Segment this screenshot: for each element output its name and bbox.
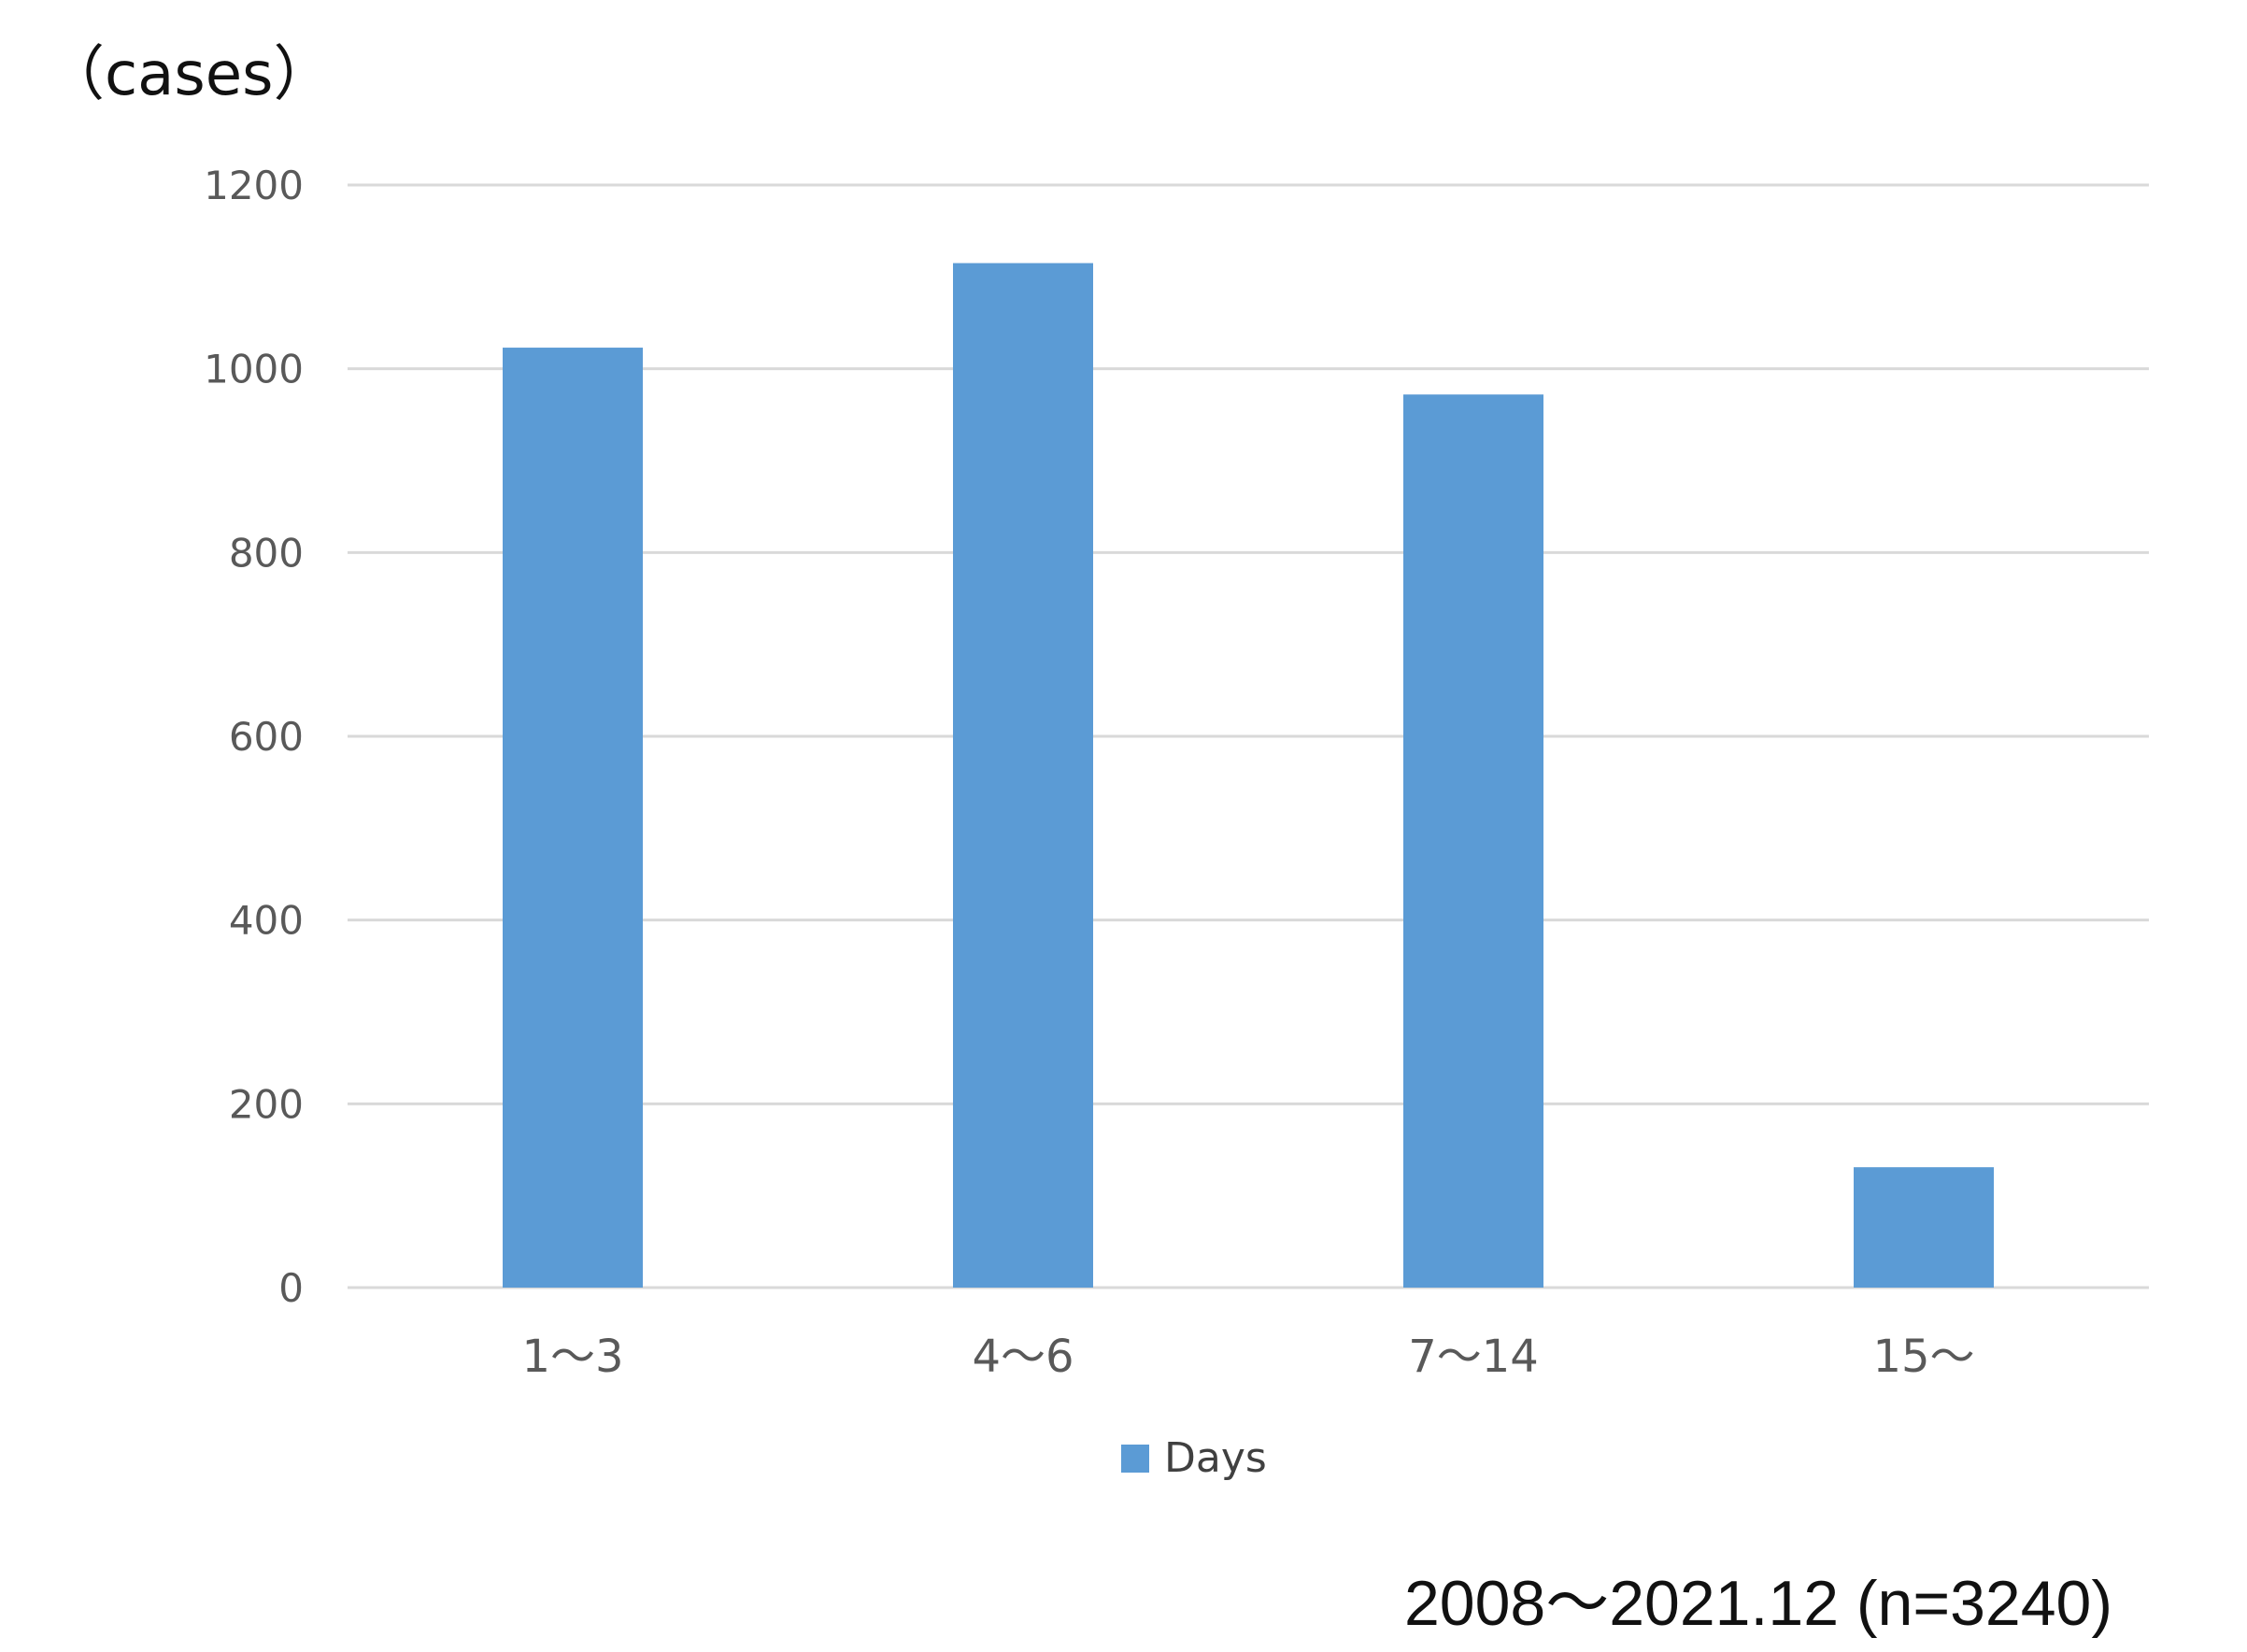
y-tick-label-600: 600 xyxy=(229,714,304,760)
x-tick-label-4: 15～ xyxy=(1872,1331,1974,1383)
x-tick-label-1: 1～3 xyxy=(521,1331,623,1383)
bar-3 xyxy=(1403,394,1543,1288)
y-tick-label-200: 200 xyxy=(229,1081,304,1127)
y-tick-label-0: 0 xyxy=(278,1265,304,1311)
bars xyxy=(503,263,1994,1288)
bar-2 xyxy=(953,263,1093,1288)
y-tick-label-400: 400 xyxy=(229,898,304,944)
gridlines xyxy=(348,183,2149,1289)
y-tick-label-1200: 1200 xyxy=(204,163,304,208)
bar-4 xyxy=(1854,1167,1994,1288)
legend-label: Days xyxy=(1164,1434,1267,1482)
x-tick-label-3: 7～14 xyxy=(1408,1331,1539,1383)
y-tick-label-800: 800 xyxy=(229,530,304,576)
footnote: 2008～2021.12 (n=3240) xyxy=(1403,1568,2112,1639)
y-axis-unit-label: （cases） xyxy=(45,40,334,109)
y-axis-ticks: 0 200 400 600 800 1000 1200 xyxy=(204,163,304,1311)
bar-1 xyxy=(503,348,643,1288)
legend: Days xyxy=(1121,1434,1267,1482)
legend-swatch xyxy=(1121,1444,1149,1473)
x-axis-ticks: 1～3 4～6 7～14 15～ xyxy=(521,1331,1974,1383)
x-tick-label-2: 4～6 xyxy=(972,1331,1074,1383)
y-tick-label-1000: 1000 xyxy=(204,347,304,392)
